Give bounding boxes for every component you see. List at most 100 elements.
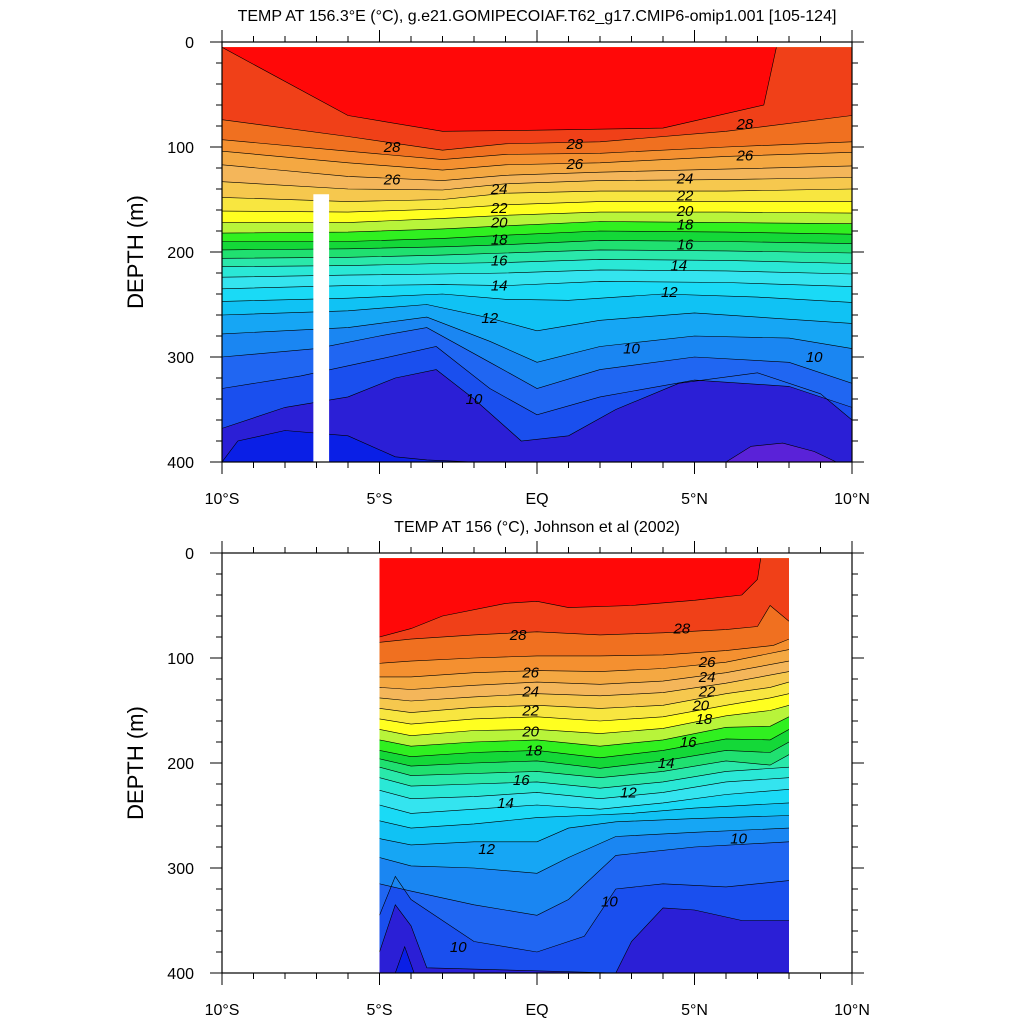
x-tick-label: 5°S (367, 1002, 393, 1019)
contour-label: 26 (521, 665, 539, 682)
isotherm-line-17 (379, 754, 789, 779)
isotherm-line-28 (379, 605, 789, 643)
isotherm-line-12 (222, 304, 852, 332)
contour-label: 20 (676, 203, 694, 220)
isotherm-line-19 (379, 729, 789, 759)
isotherm-line-15 (222, 269, 852, 278)
contour-label: 10 (466, 391, 483, 408)
isotherm-line-11 (222, 316, 852, 363)
isotherm-line-27 (222, 139, 852, 160)
isotherm-line-22 (222, 201, 852, 213)
contour-label: 24 (698, 669, 716, 686)
contour-label: 28 (736, 116, 754, 133)
contour-label: 14 (658, 755, 675, 772)
contour-label: 18 (696, 711, 713, 728)
isotherm-line-8 (222, 369, 852, 442)
contour-label: 24 (490, 181, 508, 198)
x-tick-label: EQ (525, 491, 548, 508)
contour-label: 10 (806, 349, 823, 366)
isotherm-line-16 (379, 766, 789, 789)
y-tick-label: 0 (185, 546, 194, 563)
y-tick-label: 300 (167, 861, 194, 878)
isotherm-line-8 (379, 904, 789, 973)
isotherm-line-18 (222, 240, 852, 251)
x-tick-label: 10°S (205, 1002, 240, 1019)
x-tick-label: 10°N (834, 491, 870, 508)
isotherm-line-23 (222, 188, 852, 202)
y-tick-label: 300 (167, 350, 194, 367)
isotherm-line-13 (379, 802, 789, 829)
contour-label: 22 (676, 187, 694, 204)
contour-label: 28 (509, 627, 527, 644)
x-tick-label: EQ (525, 1002, 548, 1019)
isotherm-line-26 (222, 150, 852, 171)
isotherm-line-20 (222, 221, 852, 234)
y-tick-label: 100 (167, 140, 194, 157)
panel-2: 28 28262624242222202018181616141412121010… (123, 519, 870, 1019)
isotherm-line-13 (222, 293, 852, 303)
contour-label: 20 (691, 697, 709, 714)
contour-label: 28 (673, 621, 691, 638)
contour-label: 24 (676, 171, 694, 188)
isotherm-line-6 (725, 442, 837, 462)
contour-label: 10 (450, 939, 467, 956)
contour-label: 12 (620, 784, 637, 801)
contour-label: 20 (521, 724, 539, 741)
isotherm-fill-29 (379, 558, 761, 637)
isotherm-line-18 (379, 741, 789, 769)
contour-label: 22 (490, 200, 508, 217)
isotherm-fill-6 (726, 443, 837, 462)
isotherm-line-14 (222, 281, 852, 290)
contour-label: 12 (481, 310, 498, 327)
isotherm-line-15 (379, 777, 789, 800)
isotherm-line-14 (379, 789, 789, 814)
contour-label: 20 (490, 215, 508, 232)
contour-label: 26 (565, 156, 583, 173)
isotherm-line-21 (222, 211, 852, 223)
y-tick-label: 0 (185, 35, 194, 52)
isotherm-line-24 (222, 177, 852, 191)
contour-label: 28 (383, 139, 401, 156)
contour-label: 18 (526, 742, 543, 759)
contour-label: 26 (383, 172, 401, 189)
isotherm-line-19 (222, 230, 852, 242)
isotherm-line-10 (222, 327, 852, 389)
isotherm-line-12 (379, 815, 789, 846)
contour-label: 26 (736, 147, 754, 164)
isotherm-line-24 (379, 671, 789, 702)
temperature-field (222, 47, 852, 462)
x-tick-label: 10°S (205, 491, 240, 508)
isotherm-line-9 (222, 346, 852, 416)
contour-label: 10 (730, 831, 747, 848)
contour-label: 22 (698, 684, 716, 701)
y-tick-label: 200 (167, 245, 194, 262)
contour-label: 16 (513, 772, 530, 789)
isotherm-line-10 (379, 841, 789, 916)
contour-label: 16 (680, 734, 697, 751)
isotherm-line-28 (222, 115, 852, 151)
y-tick-label: 100 (167, 651, 194, 668)
isotherm-line-27 (379, 638, 789, 664)
contour-label: 16 (491, 252, 508, 269)
panel-title: TEMP AT 156 (°C), Johnson et al (2002) (394, 519, 680, 536)
isotherm-line-21 (379, 705, 789, 737)
contour-label: 10 (623, 341, 640, 358)
isotherm-line-25 (379, 660, 789, 690)
isotherm-fill-7 (222, 430, 474, 462)
contour-label: 18 (677, 217, 694, 234)
x-tick-label: 10°N (834, 1002, 870, 1019)
isotherm-fill-7 (395, 946, 415, 973)
isotherm-line-11 (379, 827, 789, 874)
isotherm-line-9 (379, 875, 789, 953)
isotherm-line-20 (379, 716, 789, 747)
contour-label: 10 (601, 894, 618, 911)
isotherm-fill-29 (222, 47, 777, 132)
contour-label: 22 (521, 703, 539, 720)
x-tick-label: 5°N (681, 491, 708, 508)
panel-title: TEMP AT 156.3°E (°C), g.e21.GOMIPECOIAF.… (238, 8, 837, 25)
y-tick-label: 200 (167, 756, 194, 773)
y-axis-label: DEPTH (m) (123, 195, 148, 309)
contour-label: 12 (478, 841, 495, 858)
contour-label: 14 (670, 258, 687, 275)
isotherm-line-22 (379, 693, 789, 725)
